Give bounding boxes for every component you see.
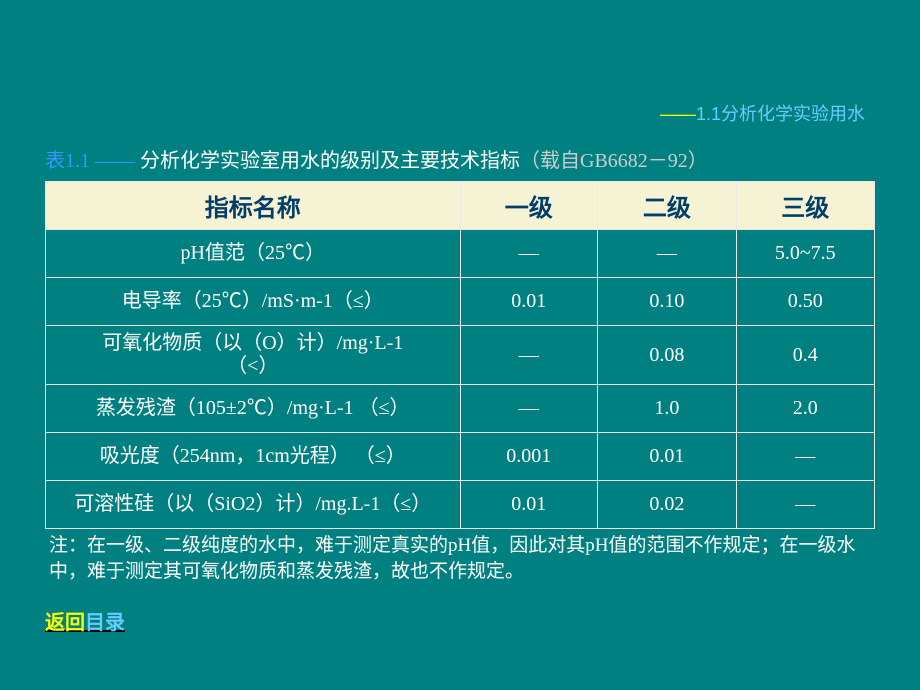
- col-header-grade3: 三级: [736, 182, 874, 230]
- cell-g1: 0.01: [460, 278, 598, 326]
- cell-name: 可氧化物质（以（O）计）/mg·L-1 （<）: [46, 326, 461, 385]
- cell-g2: 0.08: [598, 326, 736, 385]
- caption-label: 表1.1 ——: [45, 150, 140, 172]
- slide: ——1.1分析化学实验用水 表1.1 —— 分析化学实验室用水的级别及主要技术指…: [0, 0, 920, 690]
- caption-source: （载自GB6682－92）: [520, 150, 708, 172]
- cell-g2: 0.10: [598, 278, 736, 326]
- cell-name: 电导率（25℃）/mS·m-1（≤）: [46, 278, 461, 326]
- subtitle-prefix: ——: [660, 104, 696, 124]
- subtitle-text: 1.1分析化学实验用水: [696, 104, 865, 124]
- table-row: 可溶性硅（以（SiO2）计）/mg.L-1（≤） 0.01 0.02 —: [46, 481, 875, 529]
- cell-name: pH值范（25℃）: [46, 230, 461, 278]
- table-caption: 表1.1 —— 分析化学实验室用水的级别及主要技术指标（载自GB6682－92）: [45, 144, 875, 173]
- cell-line2: （<）: [50, 355, 456, 378]
- cell-g1: 0.001: [460, 433, 598, 481]
- cell-g3: 0.50: [736, 278, 874, 326]
- cell-line1: 可氧化物质（以（O）计）/mg·L-1: [50, 332, 456, 355]
- cell-g3: 0.4: [736, 326, 874, 385]
- table-row: 吸光度（254nm，1cm光程） （≤） 0.001 0.01 —: [46, 433, 875, 481]
- col-header-name: 指标名称: [46, 182, 461, 230]
- cell-g3: 5.0~7.5: [736, 230, 874, 278]
- table-row: pH值范（25℃） — — 5.0~7.5: [46, 230, 875, 278]
- backlink-part1: 返回: [45, 612, 85, 634]
- cell-name: 蒸发残渣（105±2℃）/mg·L-1 （≤）: [46, 385, 461, 433]
- cell-g3: 2.0: [736, 385, 874, 433]
- backlink-part2: 目录: [85, 612, 125, 634]
- table-header-row: 指标名称 一级 二级 三级: [46, 182, 875, 230]
- water-grades-table: 指标名称 一级 二级 三级 pH值范（25℃） — — 5.0~7.5 电导率（…: [45, 181, 875, 529]
- cell-g1: —: [460, 326, 598, 385]
- cell-g2: —: [598, 230, 736, 278]
- cell-g2: 0.01: [598, 433, 736, 481]
- caption-main: 分析化学实验室用水的级别及主要技术指标: [140, 150, 520, 172]
- back-to-toc-link[interactable]: 返回目录: [45, 606, 125, 635]
- table-row: 蒸发残渣（105±2℃）/mg·L-1 （≤） — 1.0 2.0: [46, 385, 875, 433]
- cell-g1: —: [460, 230, 598, 278]
- cell-g3: —: [736, 481, 874, 529]
- cell-g2: 0.02: [598, 481, 736, 529]
- col-header-grade1: 一级: [460, 182, 598, 230]
- section-subtitle: ——1.1分析化学实验用水: [45, 100, 875, 126]
- col-header-grade2: 二级: [598, 182, 736, 230]
- table-row: 电导率（25℃）/mS·m-1（≤） 0.01 0.10 0.50: [46, 278, 875, 326]
- cell-name: 吸光度（254nm，1cm光程） （≤）: [46, 433, 461, 481]
- cell-g3: —: [736, 433, 874, 481]
- cell-g1: 0.01: [460, 481, 598, 529]
- table-row: 可氧化物质（以（O）计）/mg·L-1 （<） — 0.08 0.4: [46, 326, 875, 385]
- cell-g2: 1.0: [598, 385, 736, 433]
- cell-name: 可溶性硅（以（SiO2）计）/mg.L-1（≤）: [46, 481, 461, 529]
- table-footnote: 注：在一级、二级纯度的水中，难于测定真实的pH值，因此对其pH值的范围不作规定；…: [45, 533, 875, 584]
- cell-g1: —: [460, 385, 598, 433]
